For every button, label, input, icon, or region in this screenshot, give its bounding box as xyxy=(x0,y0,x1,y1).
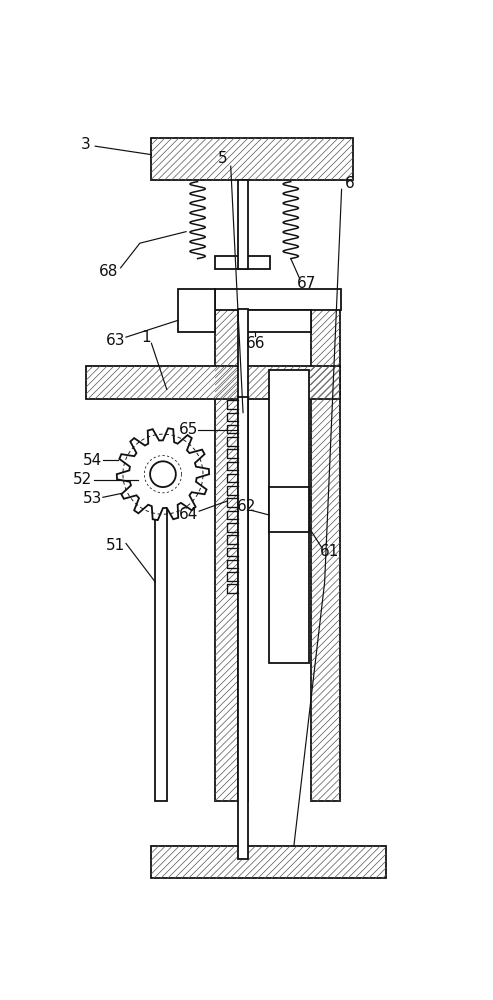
Bar xyxy=(215,289,341,310)
Text: 65: 65 xyxy=(178,422,198,437)
Bar xyxy=(178,289,215,332)
Bar xyxy=(215,309,245,801)
Text: 64: 64 xyxy=(178,507,198,522)
Circle shape xyxy=(150,461,176,487)
Bar xyxy=(151,846,386,878)
Text: 54: 54 xyxy=(82,453,102,468)
Bar xyxy=(86,366,340,399)
Text: 68: 68 xyxy=(100,264,119,279)
Text: 52: 52 xyxy=(73,472,93,487)
Text: 5: 5 xyxy=(218,151,228,166)
Bar xyxy=(238,180,248,269)
Text: 63: 63 xyxy=(106,333,125,348)
Bar xyxy=(269,370,309,663)
Bar xyxy=(246,310,311,332)
Bar xyxy=(151,138,353,180)
Bar xyxy=(155,493,167,801)
Bar xyxy=(214,256,270,269)
Text: 1: 1 xyxy=(141,330,151,345)
Text: 67: 67 xyxy=(296,276,316,291)
Text: 3: 3 xyxy=(81,137,91,152)
Bar xyxy=(311,309,340,801)
Text: 53: 53 xyxy=(82,491,102,506)
Text: 51: 51 xyxy=(106,538,125,553)
Text: 62: 62 xyxy=(237,499,256,514)
Bar xyxy=(238,309,248,801)
Text: 6: 6 xyxy=(345,176,354,191)
Text: 61: 61 xyxy=(319,544,339,559)
Text: 66: 66 xyxy=(246,336,265,351)
Bar xyxy=(269,487,309,532)
Polygon shape xyxy=(117,428,209,520)
Bar xyxy=(238,397,248,859)
